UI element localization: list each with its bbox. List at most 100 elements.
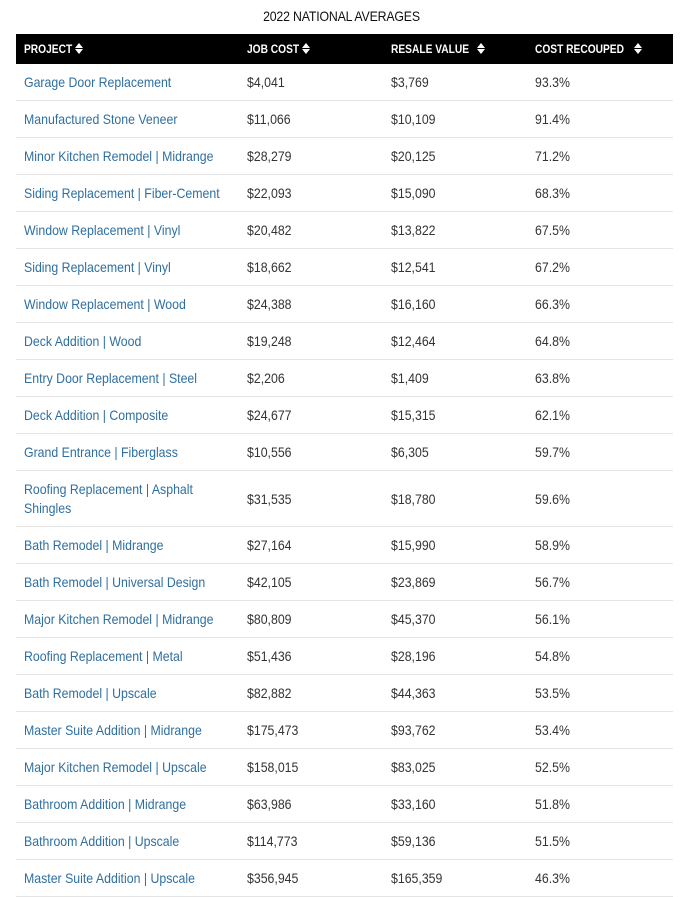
resale-value-cell-text: $6,305 — [391, 444, 429, 460]
project-cell[interactable]: Manufactured Stone Veneer — [24, 101, 234, 137]
project-cell[interactable]: Bath Remodel | Midrange — [24, 527, 234, 563]
cost-recouped-cell-text: 68.3% — [535, 185, 570, 201]
resale-value-cell-text: $15,990 — [391, 537, 436, 553]
resale-value-cell: $28,196 — [391, 638, 521, 674]
cost-recouped-cell-text: 93.3% — [535, 74, 570, 90]
cost-recouped-cell: 51.5% — [535, 823, 665, 859]
project-cell-text: Bath Remodel | Universal Design — [24, 574, 206, 590]
header-project[interactable]: PROJECT — [24, 34, 83, 64]
resale-value-cell: $20,125 — [391, 138, 521, 174]
table-row: Master Suite Addition | Upscale $356,945 $… — [16, 860, 673, 897]
job-cost-cell-text: $18,662 — [247, 259, 292, 275]
project-cell[interactable]: Master Suite Addition | Upscale — [24, 860, 234, 896]
job-cost-cell: $51,436 — [247, 638, 377, 674]
table-row: Major Kitchen Remodel | Upscale $158,015 $… — [16, 749, 673, 786]
project-cell[interactable]: Bath Remodel | Universal Design — [24, 564, 234, 600]
job-cost-cell-text: $80,809 — [247, 611, 292, 627]
table-row: Bathroom Addition | Upscale $114,773 $59,1… — [16, 823, 673, 860]
header-job-cost[interactable]: JOB COST — [247, 34, 311, 64]
cost-recouped-cell-text: 52.5% — [535, 759, 570, 775]
project-cell-text: Bath Remodel | Midrange — [24, 537, 164, 553]
project-cell[interactable]: Master Suite Addition | Midrange — [24, 712, 234, 748]
cost-recouped-cell: 93.3% — [535, 64, 665, 100]
resale-value-cell: $10,109 — [391, 101, 521, 137]
job-cost-cell: $114,773 — [247, 823, 377, 859]
resale-value-cell-text: $44,363 — [391, 685, 436, 701]
cost-recouped-cell-text: 71.2% — [535, 148, 570, 164]
cost-recouped-cell: 67.2% — [535, 249, 665, 285]
project-cell[interactable]: Deck Addition | Composite — [24, 397, 234, 433]
project-cell[interactable]: Roofing Replacement | Asphalt Shingles — [24, 471, 234, 526]
header-cost-recouped-label: COST RECOUPED — [535, 42, 624, 56]
project-cell-text: Master Suite Addition | Midrange — [24, 722, 202, 738]
project-cell[interactable]: Entry Door Replacement | Steel — [24, 360, 234, 396]
cost-recouped-cell-text: 67.5% — [535, 222, 570, 238]
header-cost-recouped[interactable]: COST RECOUPED — [535, 34, 642, 64]
cost-recouped-cell-text: 56.1% — [535, 611, 570, 627]
resale-value-cell: $15,090 — [391, 175, 521, 211]
resale-value-cell: $18,780 — [391, 471, 521, 526]
table-row: Garage Door Replacement $4,041 $3,769 93.3% — [16, 64, 673, 101]
job-cost-cell-text: $22,093 — [247, 185, 292, 201]
sort-icon[interactable] — [633, 43, 642, 55]
resale-value-cell-text: $93,762 — [391, 722, 436, 738]
resale-value-cell: $45,370 — [391, 601, 521, 637]
project-cell[interactable]: Bathroom Addition | Midrange — [24, 786, 234, 822]
resale-value-cell: $23,869 — [391, 564, 521, 600]
resale-value-cell-text: $10,109 — [391, 111, 436, 127]
job-cost-cell-text: $4,041 — [247, 74, 285, 90]
sort-icon[interactable] — [74, 43, 83, 55]
table-row: Entry Door Replacement | Steel $2,206 $1,4… — [16, 360, 673, 397]
project-cell[interactable]: Grand Entrance | Fiberglass — [24, 434, 234, 470]
resale-value-cell: $13,822 — [391, 212, 521, 248]
project-cell[interactable]: Siding Replacement | Fiber-Cement — [24, 175, 234, 211]
job-cost-cell: $31,535 — [247, 471, 377, 526]
header-job-cost-label: JOB COST — [247, 42, 300, 56]
job-cost-cell: $11,066 — [247, 101, 377, 137]
resale-value-cell: $83,025 — [391, 749, 521, 785]
cost-recouped-cell: 46.3% — [535, 860, 665, 896]
resale-value-cell-text: $15,090 — [391, 185, 436, 201]
project-cell[interactable]: Major Kitchen Remodel | Midrange — [24, 601, 234, 637]
project-cell[interactable]: Roofing Replacement | Metal — [24, 638, 234, 674]
resale-value-cell-text: $33,160 — [391, 796, 436, 812]
project-cell-text: Master Suite Addition | Upscale — [24, 870, 195, 886]
table-body: Garage Door Replacement $4,041 $3,769 93.3%… — [16, 64, 673, 897]
sort-icon[interactable] — [302, 43, 311, 55]
project-cell[interactable]: Bath Remodel | Upscale — [24, 675, 234, 711]
job-cost-cell-text: $28,279 — [247, 148, 292, 164]
job-cost-cell-text: $24,388 — [247, 296, 292, 312]
job-cost-cell: $24,677 — [247, 397, 377, 433]
job-cost-cell-text: $11,066 — [247, 111, 291, 127]
cost-recouped-cell-text: 64.8% — [535, 333, 570, 349]
cost-recouped-cell-text: 63.8% — [535, 370, 570, 386]
project-cell[interactable]: Window Replacement | Wood — [24, 286, 234, 322]
project-cell-text: Bathroom Addition | Upscale — [24, 833, 180, 849]
cost-recouped-cell: 56.1% — [535, 601, 665, 637]
table-row: Roofing Replacement | Asphalt Shingles $3… — [16, 471, 673, 527]
project-cell[interactable]: Garage Door Replacement — [24, 64, 234, 100]
project-cell-text: Minor Kitchen Remodel | Midrange — [24, 148, 214, 164]
project-cell-text: Roofing Replacement | Metal — [24, 648, 183, 664]
table-row: Deck Addition | Composite $24,677 $15,315 6… — [16, 397, 673, 434]
cost-recouped-cell: 59.6% — [535, 471, 665, 526]
header-resale-value[interactable]: RESALE VALUE — [391, 34, 485, 64]
job-cost-cell: $4,041 — [247, 64, 377, 100]
project-cell-text: Deck Addition | Wood — [24, 333, 142, 349]
cost-recouped-cell: 63.8% — [535, 360, 665, 396]
project-cell[interactable]: Bathroom Addition | Upscale — [24, 823, 234, 859]
table-row: Master Suite Addition | Midrange $175,473… — [16, 712, 673, 749]
project-cell[interactable]: Window Replacement | Vinyl — [24, 212, 234, 248]
cost-recouped-cell: 51.8% — [535, 786, 665, 822]
resale-value-cell-text: $45,370 — [391, 611, 436, 627]
project-cell[interactable]: Minor Kitchen Remodel | Midrange — [24, 138, 234, 174]
table-row: Bath Remodel | Upscale $82,882 $44,363 53.5… — [16, 675, 673, 712]
sort-icon[interactable] — [476, 43, 485, 55]
project-cell[interactable]: Major Kitchen Remodel | Upscale — [24, 749, 234, 785]
resale-value-cell: $12,464 — [391, 323, 521, 359]
job-cost-cell-text: $82,882 — [247, 685, 292, 701]
project-cell-text: Entry Door Replacement | Steel — [24, 370, 198, 386]
project-cell[interactable]: Siding Replacement | Vinyl — [24, 249, 234, 285]
job-cost-cell: $42,105 — [247, 564, 377, 600]
project-cell[interactable]: Deck Addition | Wood — [24, 323, 234, 359]
